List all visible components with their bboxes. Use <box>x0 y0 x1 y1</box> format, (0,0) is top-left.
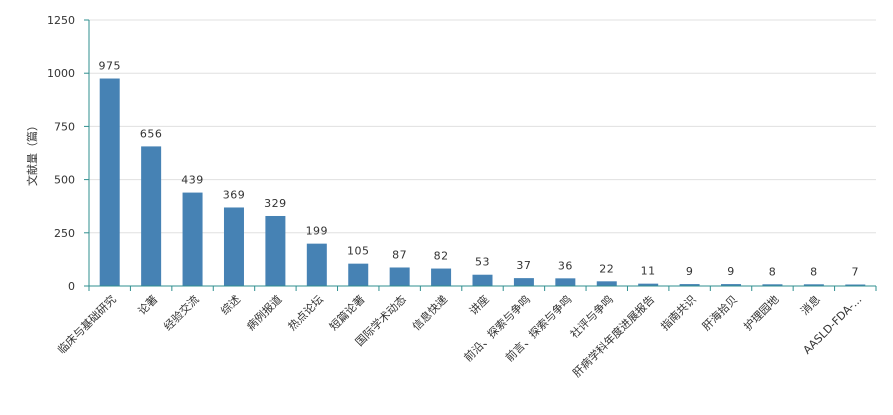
bar[interactable] <box>223 207 244 286</box>
x-tick-label: 短篇论著 <box>326 292 367 333</box>
x-tick-label: 肝海拾贝 <box>699 292 740 333</box>
y-tick-label: 0 <box>68 280 75 293</box>
bar[interactable] <box>265 215 286 286</box>
bar[interactable] <box>721 284 742 286</box>
data-label: 329 <box>264 197 287 210</box>
bar[interactable] <box>431 268 452 286</box>
x-tick-label: 指南共识 <box>658 292 699 333</box>
x-tick-label: 临床与基础研究 <box>54 292 118 356</box>
y-axis-title: 文献量（篇） <box>25 120 39 186</box>
y-axis-ticks: 0 250 500 750 1000 1250 <box>47 14 89 293</box>
bar[interactable] <box>99 78 120 287</box>
data-label: 656 <box>140 127 163 140</box>
data-label: 82 <box>434 250 449 263</box>
bar[interactable] <box>803 284 824 286</box>
bar[interactable] <box>555 278 576 286</box>
bar[interactable] <box>638 283 659 286</box>
y-tick-label: 250 <box>54 227 75 240</box>
data-label: 8 <box>769 265 777 278</box>
y-tick-label: 1000 <box>47 67 75 80</box>
bar[interactable] <box>472 274 493 286</box>
bar[interactable] <box>141 146 162 286</box>
x-tick-label: 肝病学科年度进展报告 <box>570 292 658 380</box>
bar[interactable] <box>348 263 369 286</box>
data-label: 105 <box>347 245 370 258</box>
data-label: 7 <box>852 266 860 279</box>
data-label: 87 <box>392 248 407 261</box>
data-label: 975 <box>98 60 121 73</box>
data-label: 369 <box>223 188 246 201</box>
bar[interactable] <box>596 281 617 286</box>
data-label: 11 <box>641 265 656 278</box>
y-tick-label: 750 <box>54 120 75 133</box>
x-tick-label: 信息快递 <box>409 292 450 333</box>
data-label: 53 <box>475 256 490 269</box>
x-tick-label: 护理园地 <box>741 292 782 333</box>
data-label: 36 <box>558 259 573 272</box>
bar[interactable] <box>389 267 410 286</box>
data-label: 9 <box>727 265 735 278</box>
bars <box>99 78 866 287</box>
bar[interactable] <box>845 284 866 286</box>
data-label: 199 <box>306 225 329 238</box>
data-label: 439 <box>181 174 204 187</box>
bar[interactable] <box>513 278 534 286</box>
y-tick-label: 500 <box>54 174 75 187</box>
data-label: 9 <box>686 265 694 278</box>
data-label: 37 <box>516 259 531 272</box>
x-tick-label: 经验交流 <box>161 292 202 333</box>
x-tick-label: 病例报道 <box>244 292 285 333</box>
bar[interactable] <box>182 192 203 286</box>
x-tick-label: 综述 <box>218 292 243 317</box>
data-label: 8 <box>810 265 818 278</box>
data-label: 22 <box>599 262 614 275</box>
x-tick-label: 消息 <box>798 292 823 317</box>
x-tick-label: 讲座 <box>466 292 491 317</box>
x-tick-label: 论著 <box>135 292 160 317</box>
bar[interactable] <box>306 243 327 286</box>
bar[interactable] <box>679 284 700 286</box>
y-tick-label: 1250 <box>47 14 75 27</box>
x-tick-label: 热点论坛 <box>285 292 326 333</box>
bar[interactable] <box>762 284 783 286</box>
grid-lines <box>89 19 876 234</box>
